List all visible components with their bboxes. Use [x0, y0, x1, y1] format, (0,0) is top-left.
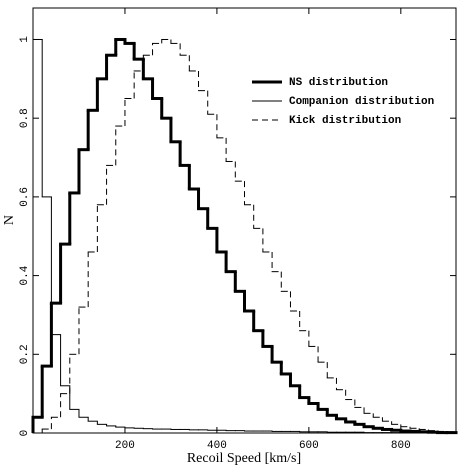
- legend-label: Companion distribution: [289, 96, 434, 108]
- x-tick-label: 400: [207, 440, 227, 452]
- x-tick-label: 200: [115, 440, 135, 452]
- y-tick-label: 0.6: [19, 187, 31, 207]
- y-tick-label: 0.2: [19, 344, 31, 364]
- x-tick-label: 800: [391, 440, 411, 452]
- plot-frame: [32, 7, 457, 434]
- y-tick-label: 1: [19, 36, 31, 43]
- y-axis-label: N: [2, 215, 17, 225]
- y-tick-label: 0.4: [19, 265, 31, 285]
- legend-label: NS distribution: [289, 77, 388, 89]
- x-tick-label: 600: [299, 440, 319, 452]
- y-tick-label: 0.8: [19, 108, 31, 128]
- legend-label: Kick distribution: [289, 115, 401, 127]
- x-axis-label: Recoil Speed [km/s]: [187, 451, 301, 466]
- y-tick-label: 0: [19, 430, 31, 437]
